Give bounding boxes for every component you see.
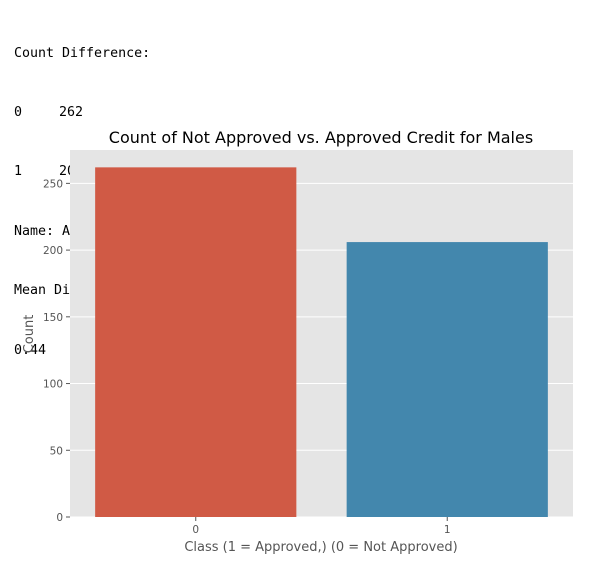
y-tick-label: 200 xyxy=(43,245,63,257)
series-row: 0 262 xyxy=(14,103,238,123)
bar-0 xyxy=(95,167,297,517)
y-tick-label: 50 xyxy=(50,445,63,457)
mean-difference-value: 0.44 xyxy=(14,342,47,358)
y-tick-label: 150 xyxy=(43,312,63,324)
y-tick-label: 0 xyxy=(56,512,63,524)
count-difference-header: Count Difference: xyxy=(14,45,151,61)
bars xyxy=(95,167,548,518)
y-axis-ticks: 0 50 100 150 200 250 xyxy=(43,178,70,524)
y-tick-label: 250 xyxy=(43,178,63,190)
series-row-index: 1 xyxy=(14,164,23,180)
series-row-index: 0 xyxy=(14,104,23,120)
chart-title: Count of Not Approved vs. Approved Credi… xyxy=(109,128,533,147)
y-tick-label: 100 xyxy=(43,379,63,391)
x-tick-label: 0 xyxy=(192,524,199,536)
series-row-value: 262 xyxy=(59,104,84,120)
x-tick-label: 1 xyxy=(444,524,451,536)
bar-1 xyxy=(346,242,548,518)
bar-chart: Count of Not Approved vs. Approved Credi… xyxy=(22,128,573,555)
y-axis-label: Count xyxy=(22,315,37,354)
x-axis-label: Class (1 = Approved,) (0 = Not Approved) xyxy=(184,540,457,555)
